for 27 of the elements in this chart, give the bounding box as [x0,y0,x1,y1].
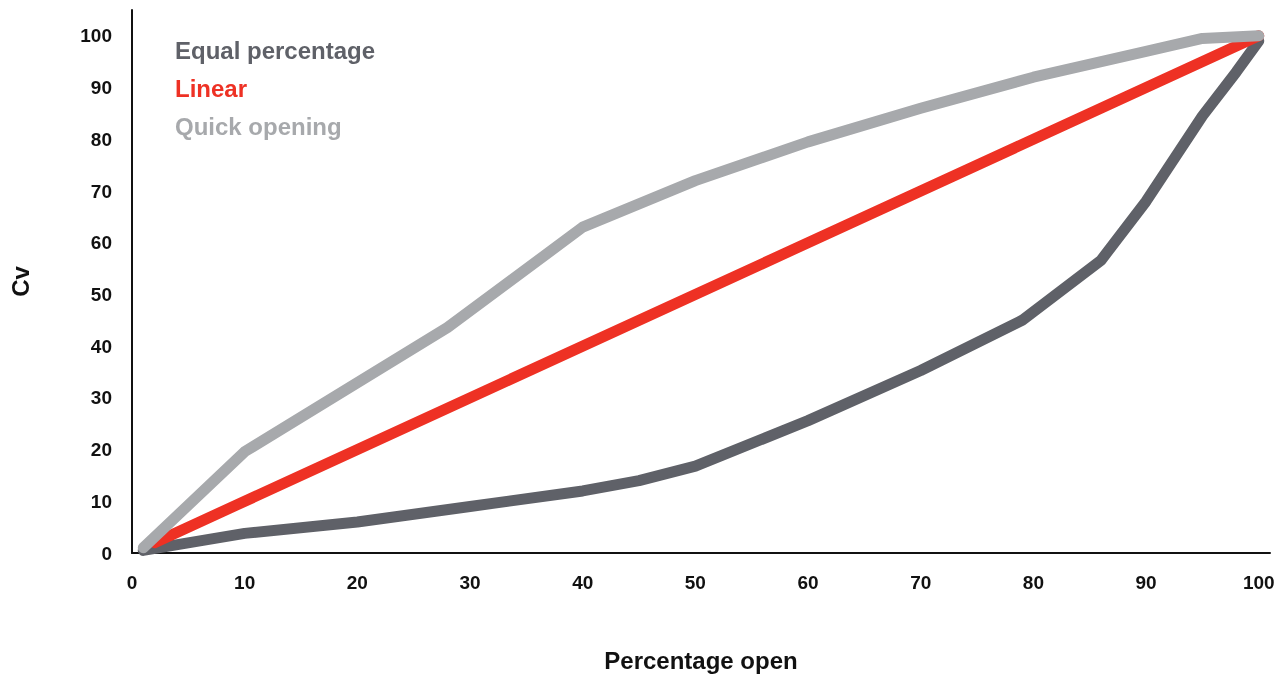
x-tick-label: 0 [126,572,138,593]
y-tick-label: 80 [90,128,112,150]
y-tick-label: 40 [90,335,112,357]
y-tick-label: 30 [90,387,112,409]
y-tick-label: 20 [90,439,112,461]
y-tick-label: 10 [90,490,112,512]
x-tick-label: 90 [1135,572,1157,593]
x-tick-label: 40 [572,572,594,593]
y-tick-label: 70 [90,180,112,202]
y-axis-title: Cv [6,265,34,297]
text: Equal percentage [175,36,376,64]
y-tick-label: 50 [90,283,112,305]
y-tick-label: 100 [80,25,112,47]
x-tick-label: 20 [346,572,368,593]
y-tick-label: 0 [101,542,112,564]
x-tick-label: 30 [459,572,481,593]
x-tick-label: 10 [234,572,256,593]
text: Linear [175,74,248,102]
y-tick-label: 90 [90,77,112,99]
x-tick-label: 50 [684,572,706,593]
x-tick-label: 100 [1242,572,1275,593]
text: Quick opening [175,112,342,140]
x-tick-label: 80 [1022,572,1044,593]
x-axis-title: Percentage open [604,646,798,674]
y-tick-label: 60 [90,232,112,254]
x-tick-label: 60 [797,572,819,593]
x-tick-label: 70 [910,572,932,593]
